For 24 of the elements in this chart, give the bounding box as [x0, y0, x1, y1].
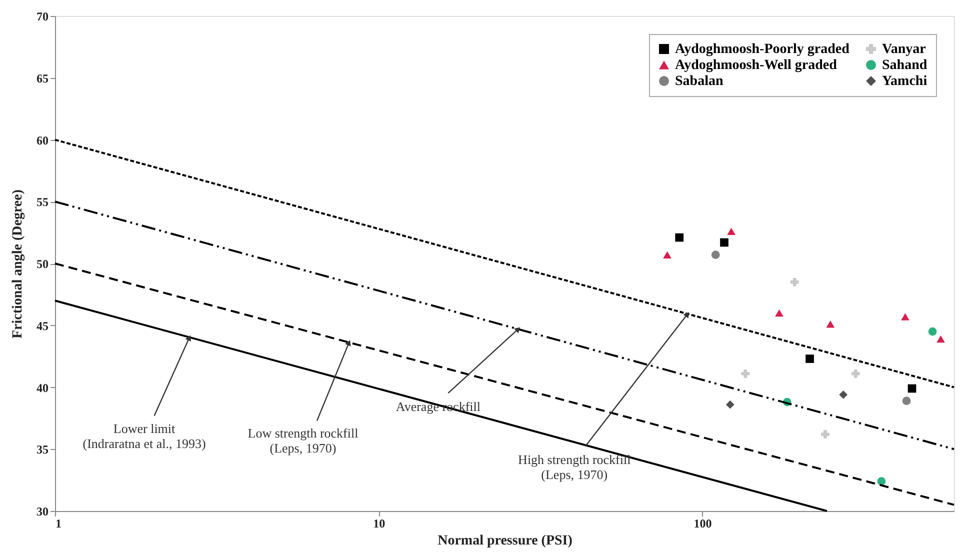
y-tick-label: 50: [36, 257, 48, 271]
x-tick-label: 100: [694, 516, 712, 530]
y-tick-label: 65: [36, 71, 48, 86]
y-tick-label: 30: [36, 504, 48, 518]
annotation: Lower limit (Indraratna et al., 1993): [82, 420, 206, 451]
y-tick-label: 60: [36, 133, 48, 148]
legend-label: Vanyar: [882, 42, 926, 57]
annotation: High strength rockfill (Leps, 1970): [518, 452, 632, 482]
y-tick-label: 35: [36, 442, 48, 457]
y-tick-label: 55: [36, 195, 48, 210]
y-tick-label: 45: [36, 318, 48, 333]
legend-label: Aydoghmoosh-Well graded: [675, 58, 838, 73]
legend-label: Sahand: [882, 58, 928, 73]
legend-label: Sabalan: [675, 74, 724, 89]
legend-label: Aydoghmoosh-Poorly graded: [675, 42, 850, 57]
x-axis-title: Normal pressure (PSI): [438, 534, 573, 548]
x-tick-label: 10: [373, 516, 386, 530]
legend-label: Yamchi: [882, 74, 928, 89]
y-tick-label: 40: [36, 380, 48, 395]
annotation: Low strength rockfill (Leps, 1970): [248, 426, 359, 456]
x-tick-label: 1: [56, 516, 62, 530]
y-tick-label: 70: [36, 10, 48, 24]
annotation: Average rockfill: [396, 399, 481, 414]
y-axis-title: Frictional angle (Degree): [10, 189, 26, 339]
